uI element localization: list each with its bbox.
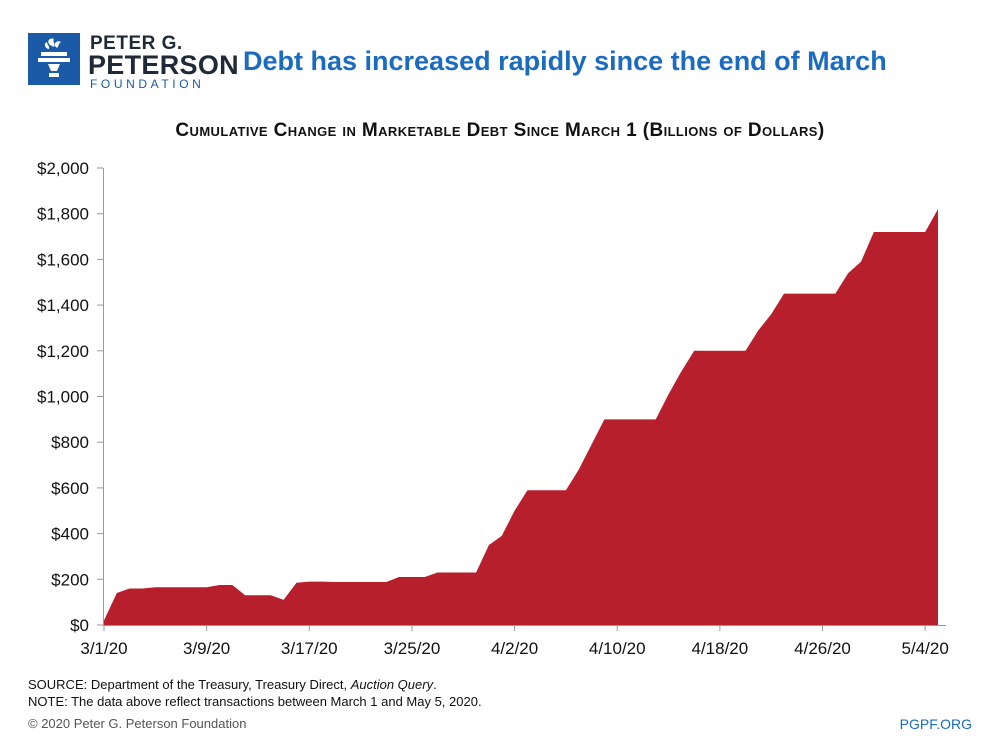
site-link[interactable]: PGPF.ORG — [899, 716, 972, 732]
note-line: NOTE: The data above reflect transaction… — [28, 694, 482, 709]
page-headline: Debt has increased rapidly since the end… — [243, 46, 887, 76]
chart-title: Cumulative Change in Marketable Debt Sin… — [175, 120, 825, 141]
plot-area — [104, 209, 938, 625]
y-tick-label: $800 — [51, 433, 89, 452]
y-tick-label: $1,000 — [37, 388, 89, 407]
source-prefix: SOURCE: Department of the Treasury, Trea… — [28, 677, 351, 692]
y-tick-label: $600 — [51, 479, 89, 498]
logo-line1: PETER G. — [90, 33, 183, 54]
x-tick-label: 5/4/20 — [902, 639, 949, 658]
debt-area-series — [104, 209, 938, 625]
source-suffix: . — [433, 677, 437, 692]
foundation-logo: PETER G. PETERSON FOUNDATION — [28, 33, 239, 91]
y-tick-label: $400 — [51, 525, 89, 544]
y-tick-label: $1,400 — [37, 296, 89, 315]
source-note: SOURCE: Department of the Treasury, Trea… — [28, 676, 482, 710]
x-tick-label: 3/1/20 — [80, 639, 127, 658]
y-tick-label: $200 — [51, 570, 89, 589]
x-tick-label: 3/9/20 — [183, 639, 230, 658]
x-tick-label: 4/18/20 — [692, 639, 749, 658]
logo-line2: PETERSON — [88, 50, 239, 80]
x-tick-label: 3/25/20 — [384, 639, 441, 658]
x-axis: 3/1/20 3/9/20 3/17/20 3/25/20 4/2/20 4/10/20 4… — [80, 625, 949, 658]
x-tick-label: 4/2/20 — [491, 639, 538, 658]
x-tick-label: 4/26/20 — [794, 639, 851, 658]
debt-area-chart: $0 $200 $400 $600 $800 $1,000 $1,200 $1,400 $1,6… — [37, 159, 949, 658]
logo-line3: FOUNDATION — [90, 77, 205, 91]
source-line: SOURCE: Department of the Treasury, Trea… — [28, 676, 482, 693]
y-tick-label: $1,800 — [37, 205, 89, 224]
source-italic: Auction Query — [350, 677, 434, 692]
copyright: © 2020 Peter G. Peterson Foundation — [28, 716, 247, 731]
x-tick-label: 4/10/20 — [589, 639, 646, 658]
y-tick-label: $1,200 — [37, 342, 89, 361]
y-tick-label: $1,600 — [37, 250, 89, 269]
y-axis: $0 $200 $400 $600 $800 $1,000 $1,200 $1,400 $1,6… — [37, 159, 104, 635]
y-tick-label: $2,000 — [37, 159, 89, 178]
y-tick-label: $0 — [70, 616, 89, 635]
torch-icon — [28, 33, 80, 85]
x-tick-label: 3/17/20 — [281, 639, 338, 658]
